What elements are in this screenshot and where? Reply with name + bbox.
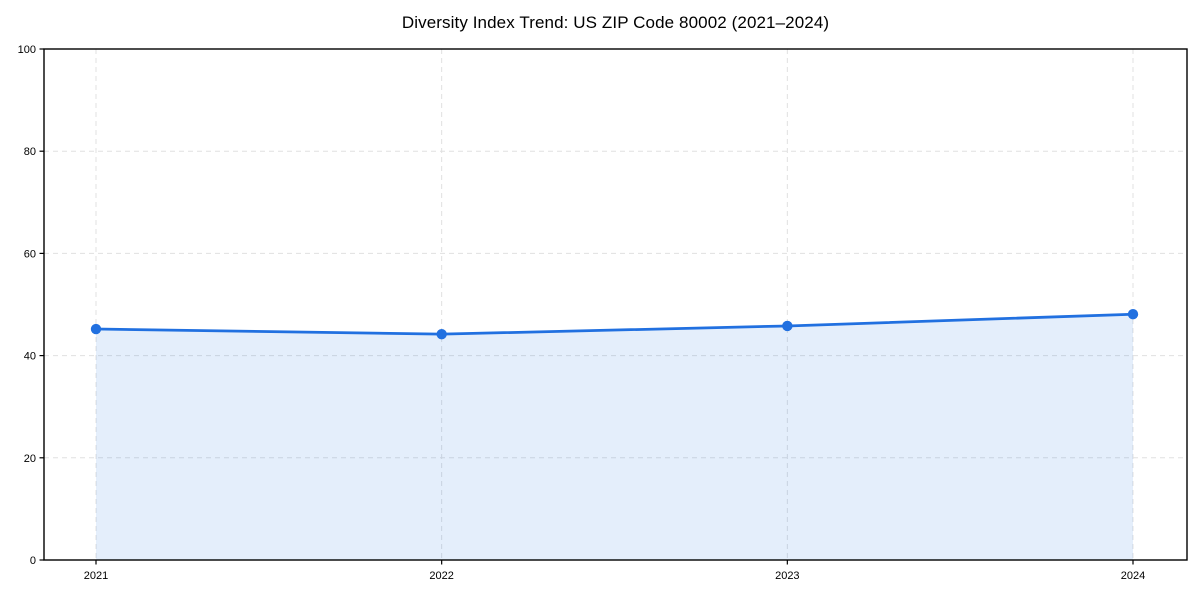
area-fill <box>96 314 1133 560</box>
x-tick-label: 2022 <box>429 570 453 582</box>
data-point-marker <box>1127 309 1139 320</box>
x-tick-label: 2024 <box>1121 570 1145 582</box>
x-tick-label: 2023 <box>775 570 799 582</box>
y-tick-label: 0 <box>30 555 36 567</box>
x-tick-label: 2021 <box>84 570 108 582</box>
y-tick-label: 20 <box>24 453 36 465</box>
data-point-marker <box>90 323 102 335</box>
plot-border <box>43 48 1188 561</box>
y-tick-label: 60 <box>24 248 36 260</box>
y-tick-label: 80 <box>24 146 36 158</box>
data-point-marker <box>436 328 447 340</box>
y-tick-label: 40 <box>24 351 36 363</box>
trend-line <box>94 312 1135 336</box>
y-tick-label: 100 <box>18 44 36 56</box>
chart-title: Diversity Index Trend: US ZIP Code 80002… <box>401 13 830 32</box>
data-point-marker <box>782 320 793 332</box>
